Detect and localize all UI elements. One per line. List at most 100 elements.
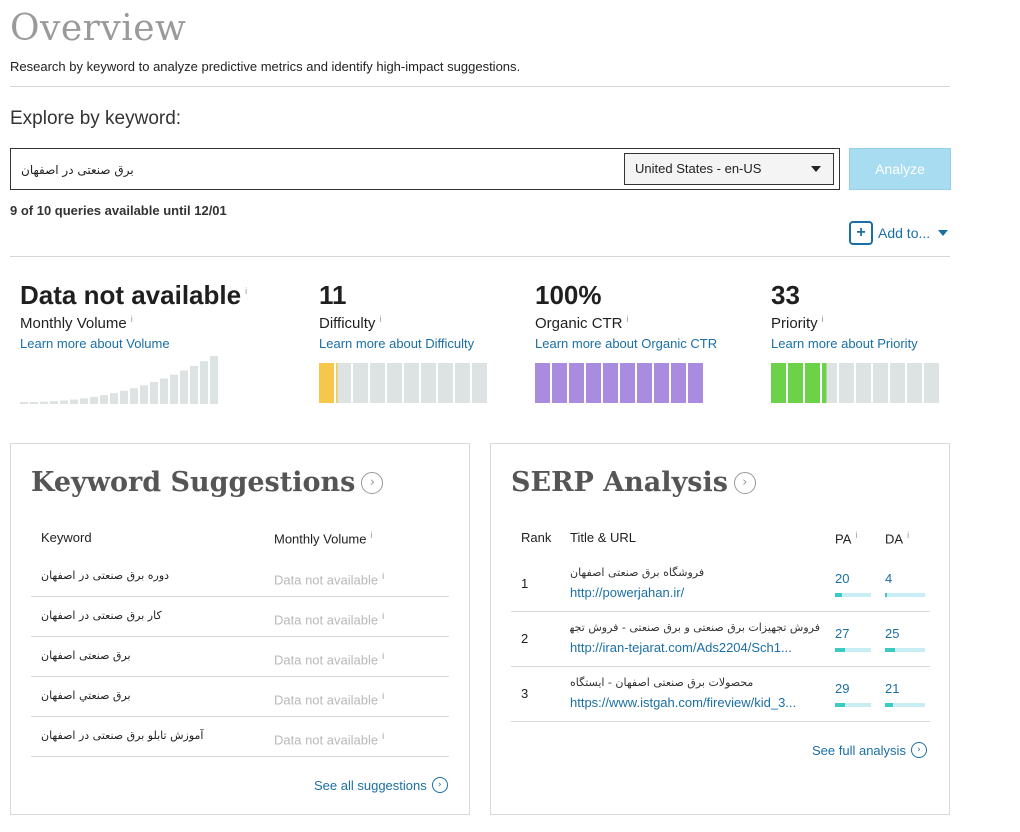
divider — [10, 256, 950, 257]
table-row[interactable]: برق صنعتی اصفهان Data not available i — [31, 637, 449, 677]
bar-segment — [353, 363, 368, 403]
bar-segment — [671, 363, 686, 403]
volume-bar — [90, 396, 98, 404]
bar-segment — [637, 363, 652, 403]
keyword-text: آموزش تابلو برق صنعتی در اصفهان — [41, 729, 204, 742]
bar-segment — [438, 363, 453, 403]
volume-bar — [110, 393, 118, 404]
rank-text: 2 — [521, 631, 529, 646]
volume-bar — [120, 390, 128, 404]
add-to-button[interactable]: + Add to... — [849, 221, 949, 245]
da-value: 4 — [885, 571, 893, 586]
page-subtitle: Research by keyword to analyze predictiv… — [10, 59, 521, 74]
bar-segment — [839, 363, 854, 403]
bar-segment — [603, 363, 618, 403]
bar-segment — [552, 363, 567, 403]
info-icon[interactable]: i — [821, 314, 824, 324]
see-full-analysis-link[interactable]: See full analysis › — [812, 742, 927, 758]
bar-segment — [856, 363, 871, 403]
info-icon[interactable]: i — [907, 530, 910, 540]
bar-segment — [535, 363, 550, 403]
keyword-text: دوره برق صنعتی در اصفهان — [41, 569, 170, 582]
info-icon[interactable]: i — [245, 286, 248, 297]
bar-segment — [472, 363, 487, 403]
analyze-button[interactable]: Analyze — [849, 148, 951, 190]
chevron-right-icon: › — [910, 742, 927, 758]
volume-bar — [160, 378, 168, 404]
info-icon[interactable]: i — [855, 530, 858, 540]
volume-bar — [200, 361, 208, 404]
add-to-label: Add to... — [878, 225, 931, 241]
volume-learn-more-link[interactable]: Learn more about Volume — [20, 336, 170, 351]
ctr-bar — [535, 363, 705, 403]
locale-select[interactable]: United States - en-US — [624, 153, 834, 185]
bar-segment — [421, 363, 436, 403]
pa-bar — [835, 703, 871, 707]
metric-ctr: 100% Organic CTR i Learn more about Organ… — [535, 280, 717, 351]
serp-analysis-card: SERP Analysis › Rank Title & URL PA i DA i… — [490, 443, 950, 815]
priority-value: 33 — [771, 280, 800, 310]
rank-text: 1 — [521, 576, 529, 591]
chevron-down-icon — [938, 230, 949, 236]
volume-bar — [70, 399, 78, 404]
volume-bar-graphic — [20, 356, 218, 404]
metric-difficulty: 11 Difficulty i Learn more about Difficul… — [319, 280, 474, 351]
table-row[interactable]: کار برق صنعتی در اصفهان Data not availab… — [31, 597, 449, 637]
info-icon[interactable]: i — [382, 611, 385, 621]
ctr-learn-more-link[interactable]: Learn more about Organic CTR — [535, 336, 718, 351]
result-url-link[interactable]: http://iran-tejarat.com/Ads2204/Sch1... — [570, 640, 792, 655]
volume-text: Data not available — [274, 652, 379, 668]
table-row[interactable]: 1 فروشگاه برق صنعتی اصفهان http://powerj… — [511, 557, 930, 612]
keyword-suggestions-title: Keyword Suggestions — [31, 467, 356, 498]
metric-volume: Data not available i Monthly Volume i Lear… — [20, 280, 247, 351]
info-icon[interactable]: i — [382, 731, 385, 741]
volume-bar — [130, 388, 138, 404]
pa-value: 27 — [835, 626, 850, 641]
chevron-right-icon[interactable]: › — [361, 471, 384, 494]
plus-icon: + — [849, 221, 873, 245]
column-header-rank: Rank — [521, 530, 552, 545]
info-icon[interactable]: i — [130, 314, 133, 324]
volume-bar — [150, 382, 158, 404]
bar-segment — [455, 363, 470, 403]
info-icon[interactable]: i — [626, 314, 629, 324]
pa-bar — [835, 593, 871, 597]
bar-segment — [822, 363, 837, 403]
pa-bar — [835, 648, 871, 652]
table-row[interactable]: برق صنعتي اصفهان Data not available i — [31, 677, 449, 717]
info-icon[interactable]: i — [382, 691, 385, 701]
keyword-input[interactable] — [21, 159, 601, 181]
da-bar — [885, 703, 925, 707]
table-row[interactable]: 3 محصولات برق صنعتی اصفهان - ایستگاه htt… — [511, 667, 930, 722]
explore-label: Explore by keyword: — [10, 108, 182, 129]
bar-segment — [336, 363, 351, 403]
da-bar — [885, 648, 925, 652]
keyword-text: برق صنعتي اصفهان — [41, 689, 131, 702]
table-row[interactable]: 2 فروش تجهیزات برق صنعتی و برق صنعتی - ف… — [511, 612, 930, 667]
difficulty-bar — [319, 363, 489, 403]
column-header-pa: PA i — [835, 530, 858, 547]
volume-label: Monthly Volume — [20, 315, 127, 332]
chevron-right-icon[interactable]: › — [733, 471, 756, 494]
chevron-right-icon: › — [431, 777, 448, 793]
difficulty-value: 11 — [319, 280, 347, 310]
result-url-link[interactable]: https://www.istgah.com/fireview/kid_3... — [570, 695, 797, 710]
info-icon[interactable]: i — [382, 571, 385, 581]
info-icon[interactable]: i — [382, 651, 385, 661]
priority-label: Priority — [771, 315, 818, 332]
volume-text: Data not available — [274, 692, 379, 708]
da-bar — [885, 593, 925, 597]
result-title: فروشگاه برق صنعتی اصفهان — [570, 566, 705, 579]
table-row[interactable]: دوره برق صنعتی در اصفهان Data not availa… — [31, 557, 449, 597]
info-icon[interactable]: i — [370, 530, 373, 540]
table-row[interactable]: آموزش تابلو برق صنعتی در اصفهان Data not… — [31, 717, 449, 757]
result-url-link[interactable]: http://powerjahan.ir/ — [570, 585, 685, 600]
pa-value: 29 — [835, 681, 850, 696]
difficulty-learn-more-link[interactable]: Learn more about Difficulty — [319, 336, 475, 351]
volume-text: Data not available — [274, 612, 379, 628]
volume-bar — [180, 370, 188, 404]
serp-analysis-title: SERP Analysis — [511, 467, 728, 498]
see-all-suggestions-link[interactable]: See all suggestions › — [314, 777, 448, 793]
priority-learn-more-link[interactable]: Learn more about Priority — [771, 336, 918, 351]
info-icon[interactable]: i — [379, 314, 382, 324]
